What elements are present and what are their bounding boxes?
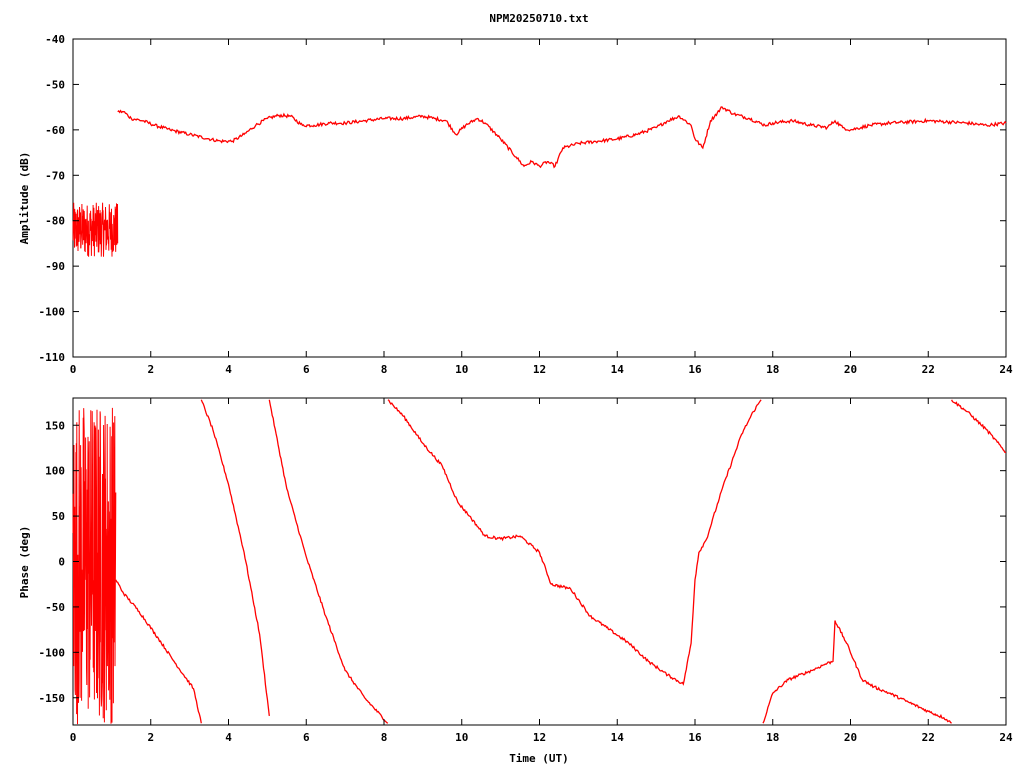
phase-x-tick-label: 0	[70, 731, 77, 744]
amplitude-x-tick-label: 2	[147, 363, 154, 376]
amplitude-noise-path	[72, 202, 119, 257]
phase-x-tick-label: 8	[381, 731, 388, 744]
amplitude-y-tick-label: -110	[39, 351, 66, 364]
phase-y-tick-label: 50	[52, 510, 65, 523]
amplitude-y-tick-label: -50	[45, 78, 65, 91]
amplitude-x-tick-label: 22	[922, 363, 935, 376]
amplitude-x-tick-label: 18	[766, 363, 779, 376]
phase-y-tick-label: -100	[39, 646, 66, 659]
amplitude-series-line	[117, 106, 1007, 169]
phase-y-tick-label: -50	[45, 601, 65, 614]
phase-y-tick-label: 100	[45, 465, 65, 478]
amplitude-x-tick-label: 20	[844, 363, 857, 376]
phase-x-tick-label: 24	[999, 731, 1013, 744]
phase-x-tick-label: 6	[303, 731, 310, 744]
phase-y-tick-label: 0	[58, 556, 65, 569]
amplitude-y-axis-label: Amplitude (dB)	[18, 152, 31, 245]
phase-x-tick-label: 12	[533, 731, 546, 744]
x-axis-label: Time (UT)	[509, 752, 569, 765]
phase-y-axis-label: Phase (deg)	[18, 526, 31, 599]
phase-x-tick-label: 14	[611, 731, 625, 744]
amplitude-x-tick-label: 10	[455, 363, 468, 376]
phase-x-tick-label: 4	[225, 731, 232, 744]
amplitude-x-tick-label: 14	[611, 363, 625, 376]
phase-noise-trace	[72, 407, 117, 725]
amplitude-ticks: 0 2 4 6 8 10 12 14 16 18 20 22 24-40-50-60-70-80-90-…	[39, 33, 1013, 376]
amplitude-y-tick-label: -100	[39, 306, 66, 319]
phase-x-tick-label: 16	[688, 731, 702, 744]
phase-x-tick-label: 20	[844, 731, 857, 744]
amplitude-x-tick-label: 16	[688, 363, 702, 376]
phase-x-tick-label: 22	[922, 731, 935, 744]
amplitude-y-tick-label: -80	[45, 215, 65, 228]
amplitude-x-tick-label: 24	[999, 363, 1013, 376]
amplitude-y-tick-label: -60	[45, 124, 65, 137]
amplitude-y-tick-label: -90	[45, 260, 65, 273]
phase-noise-path	[72, 407, 117, 725]
amplitude-x-tick-label: 8	[381, 363, 388, 376]
chart-title: NPM20250710.txt	[489, 12, 588, 25]
phase-series-line	[115, 399, 1007, 724]
amplitude-y-tick-label: -70	[45, 169, 65, 182]
phase-x-tick-label: 2	[147, 731, 154, 744]
phase-x-tick-label: 18	[766, 731, 779, 744]
amplitude-x-tick-label: 6	[303, 363, 310, 376]
amplitude-x-tick-label: 4	[225, 363, 232, 376]
amplitude-panel: 0 2 4 6 8 10 12 14 16 18 20 22 24-40-50-60-70-80-90-…	[18, 33, 1013, 376]
phase-panel: 0 2 4 6 8 10 12 14 16 18 20 22 24150100500-50-100-15…	[18, 397, 1013, 765]
amplitude-noise-trace	[72, 202, 119, 257]
amplitude-x-tick-label: 0	[70, 363, 77, 376]
phase-ticks: 0 2 4 6 8 10 12 14 16 18 20 22 24150100500-50-100-15…	[39, 398, 1013, 744]
phase-y-tick-label: 150	[45, 419, 65, 432]
phase-x-tick-label: 10	[455, 731, 468, 744]
amplitude-y-tick-label: -40	[45, 33, 65, 46]
amplitude-x-tick-label: 12	[533, 363, 546, 376]
phase-y-tick-label: -150	[39, 692, 66, 705]
